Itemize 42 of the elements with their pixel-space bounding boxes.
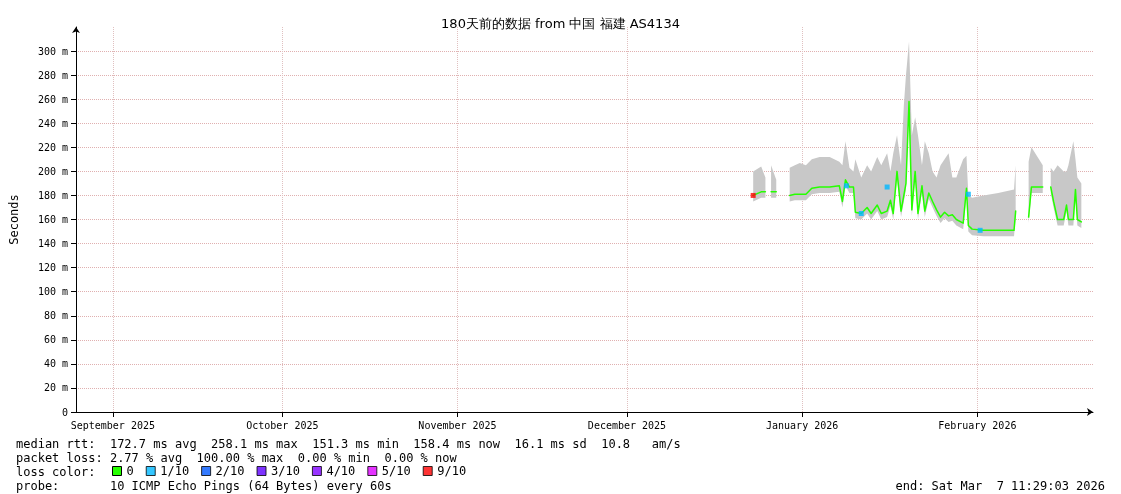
legend-label: 0 — [126, 464, 134, 478]
x-tick-label: October 2025 — [246, 419, 319, 431]
legend-label: 2/10 — [215, 464, 245, 478]
y-tick-label: 60 m — [43, 334, 68, 346]
point — [858, 210, 864, 216]
x-tick-label: January 2026 — [766, 419, 839, 431]
y-tick-label: 200 m — [37, 165, 68, 177]
legend-label: 5/10 — [381, 464, 411, 478]
y-tick-label: 300 m — [37, 45, 68, 57]
y-tick-label: 0 — [61, 406, 68, 418]
point — [977, 227, 983, 233]
legend-label: 4/10 — [326, 464, 356, 478]
y-tick-label: 160 m — [37, 214, 68, 225]
y-axis-title: Seconds — [7, 194, 21, 245]
y-tick-label: 100 m — [37, 286, 68, 298]
point — [965, 191, 971, 197]
x-tick-label: September 2025 — [70, 419, 155, 431]
y-tick-label: 140 m — [37, 238, 68, 250]
text: end: Sat Mar 7 11:29:03 2026 — [895, 479, 1105, 493]
y-tick-label: 40 m — [43, 358, 68, 370]
y-tick-label: 80 m — [43, 310, 68, 322]
x-tick-label: November 2025 — [418, 419, 497, 431]
y-tick-label: 240 m — [37, 117, 68, 129]
x-tick-label: December 2025 — [587, 419, 667, 431]
y-tick-label: 260 m — [37, 93, 68, 105]
y-tick-label: 120 m — [37, 262, 68, 274]
legend-label: 3/10 — [271, 464, 300, 478]
legend-title: loss color: — [16, 465, 96, 479]
point — [750, 192, 756, 198]
legend-label: 9/10 — [437, 464, 467, 478]
y-tick-label: 20 m — [43, 382, 68, 394]
legend-label: 1/10 — [160, 464, 190, 478]
point — [843, 183, 849, 189]
text: probe: 10 ICMP Echo Pings (64 Bytes) every 60s — [16, 479, 392, 493]
y-tick-label: 180 m — [37, 189, 68, 201]
chart-title: 180天前的数据 from 中国 福建 AS4134 — [441, 16, 680, 31]
point — [884, 184, 890, 190]
text: median rtt: 172.7 ms avg 258.1 ms max 151.3 ms min 158.4 ms now 16.1 ms sd 10.8 am/s — [16, 437, 681, 451]
y-tick-label: 280 m — [37, 69, 68, 81]
text: packet loss: 2.77 % avg 100.00 % max 0.00 % min 0.00 % now — [16, 451, 458, 465]
x-tick-label: February 2026 — [938, 419, 1017, 431]
y-tick-label: 220 m — [37, 141, 68, 153]
